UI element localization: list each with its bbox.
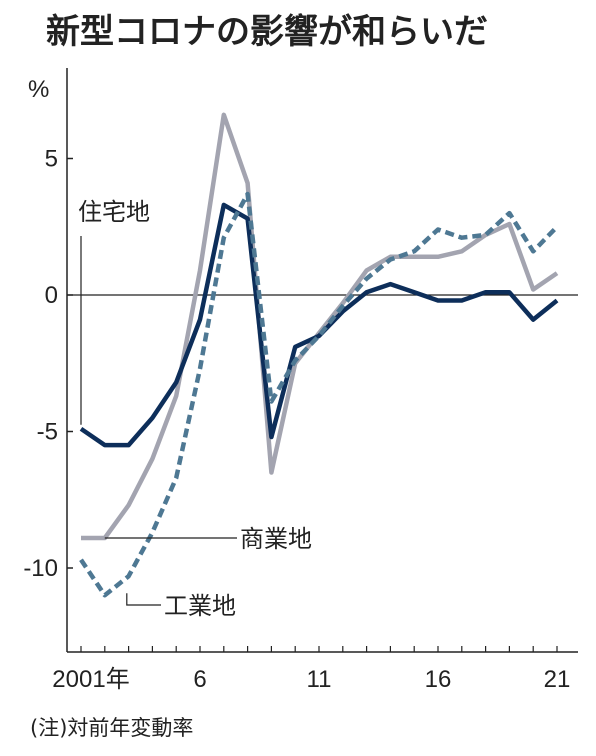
chart-title: 新型コロナの影響が和らいだ [46,12,488,52]
x-tick-label: 2001年 [52,666,129,693]
y-unit-label: % [28,76,49,103]
series-label-commercial: 商業地 [240,525,312,553]
y-tick-label: -10 [23,555,58,582]
label-leader-industrial [126,593,161,606]
series-label-industrial: 工業地 [164,592,236,620]
x-ticks: 2001年 6 11 16 21 [52,646,570,693]
series-line-0 [79,202,559,448]
series-line-2 [79,191,559,598]
x-tick-label: 11 [307,666,332,693]
y-tick-label: 0 [45,282,58,309]
y-ticks: 5 0 -5 -10 [23,146,73,582]
x-tick-label: 6 [193,666,206,693]
x-tick-label: 16 [425,666,452,693]
series-line-1 [81,112,559,541]
y-tick-label: -5 [37,419,58,446]
series-label-residential: 住宅地 [78,198,150,226]
y-tick-label: 5 [45,146,58,173]
series-lines [79,112,559,598]
x-tick-label: 21 [544,666,571,693]
footnote: (注)対前年変動率 [30,716,193,740]
